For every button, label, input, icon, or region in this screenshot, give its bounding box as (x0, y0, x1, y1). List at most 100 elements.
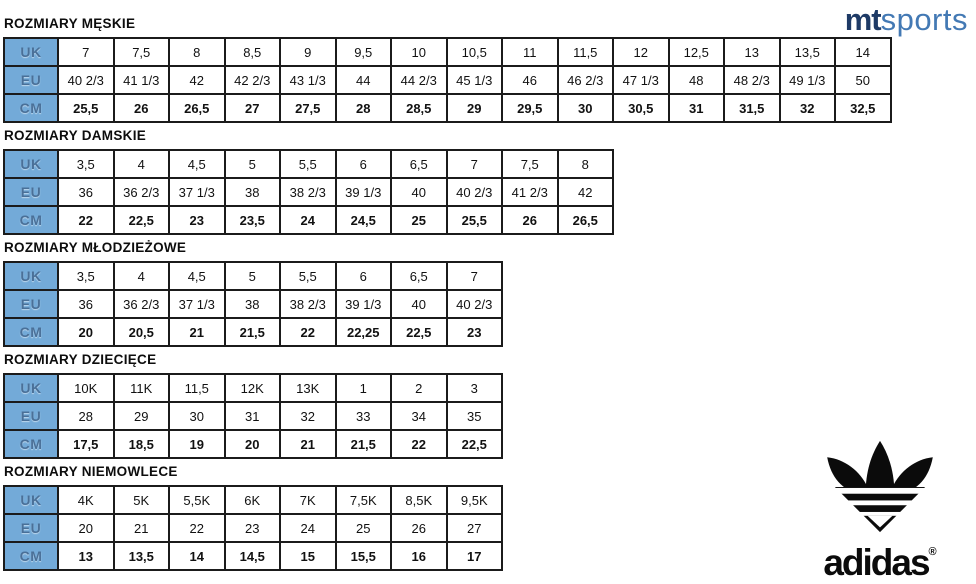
size-cell: 24 (279, 513, 337, 543)
section-title: ROZMIARY NIEMOWLECE (4, 464, 178, 479)
section-title: ROZMIARY MĘSKIE (4, 16, 136, 31)
size-cell: 36 (57, 289, 115, 319)
size-cell: 13,5 (778, 37, 836, 67)
size-row-cm: CM 22 22,5 23 23,5 24 24,5 25 25,5 26 26,5 (3, 205, 614, 235)
size-row-uk: UK 4K 5K 5,5K 6K 7K 7,5K 8,5K 9,5K (3, 485, 503, 515)
row-header-eu: EU (3, 401, 59, 431)
size-cell: 31 (223, 401, 281, 431)
mtsports-logo-bold-text: mt (844, 2, 882, 37)
size-cell: 41 2/3 (501, 177, 559, 207)
size-cell: 31 (667, 93, 725, 123)
size-cell: 42 (556, 177, 614, 207)
size-cell: 40 (390, 289, 448, 319)
size-cell: 25,5 (57, 93, 115, 123)
size-cell: 29 (445, 93, 503, 123)
size-cell: 23,5 (223, 205, 281, 235)
size-cell: 34 (390, 401, 448, 431)
size-cell: 3 (445, 373, 503, 403)
size-cell: 39 1/3 (334, 289, 392, 319)
size-cell: 28,5 (390, 93, 448, 123)
size-cell: 10 (390, 37, 448, 67)
size-cell: 48 2/3 (723, 65, 781, 95)
size-cell: 22,25 (334, 317, 392, 347)
size-row-cm: CM 20 20,5 21 21,5 22 22,25 22,5 23 (3, 317, 503, 347)
size-cell: 22 (279, 317, 337, 347)
size-cell: 1 (334, 373, 392, 403)
size-cell: 10K (57, 373, 115, 403)
size-cell: 25 (334, 513, 392, 543)
size-cell: 14 (168, 541, 226, 571)
row-header-cm: CM (3, 317, 59, 347)
size-cell: 13,5 (112, 541, 170, 571)
size-cell: 29 (112, 401, 170, 431)
size-cell: 2 (390, 373, 448, 403)
size-row-cm: CM 13 13,5 14 14,5 15 15,5 16 17 (3, 541, 503, 571)
size-row-eu: EU 36 36 2/3 37 1/3 38 38 2/3 39 1/3 40 40 2/3 (3, 289, 503, 319)
row-header-cm: CM (3, 429, 59, 459)
size-cell: 27 (223, 93, 281, 123)
size-cell: 9 (279, 37, 337, 67)
size-table-section: ROZMIARY DAMSKIE UK 3,5 4 4,5 5 5,5 6 6,5 7 7,5 8 EU… (3, 129, 976, 235)
size-cell: 17,5 (57, 429, 115, 459)
size-cell: 40 2/3 (57, 65, 115, 95)
size-cell: 22 (57, 205, 115, 235)
size-cell: 22 (390, 429, 448, 459)
size-row-eu: EU 28 29 30 31 32 33 34 35 (3, 401, 503, 431)
size-cell: 20,5 (112, 317, 170, 347)
size-cell: 38 (223, 177, 281, 207)
row-header-eu: EU (3, 177, 59, 207)
row-header-uk: UK (3, 149, 59, 179)
size-cell: 14 (834, 37, 892, 67)
size-cell: 7 (445, 261, 503, 291)
size-cell: 18,5 (112, 429, 170, 459)
size-cell: 38 (223, 289, 281, 319)
size-cell: 22,5 (390, 317, 448, 347)
size-cell: 32 (279, 401, 337, 431)
size-cell: 5 (223, 149, 281, 179)
size-cell: 21 (279, 429, 337, 459)
size-cell: 24 (279, 205, 337, 235)
size-cell: 3,5 (57, 261, 115, 291)
size-cell: 37 1/3 (168, 289, 226, 319)
size-cell: 40 (390, 177, 448, 207)
size-cell: 26,5 (168, 93, 226, 123)
size-row-cm: CM 17,5 18,5 19 20 21 21,5 22 22,5 (3, 429, 503, 459)
size-cell: 19 (168, 429, 226, 459)
size-cell: 8,5 (223, 37, 281, 67)
size-cell: 41 1/3 (112, 65, 170, 95)
row-header-cm: CM (3, 205, 59, 235)
size-cell: 20 (57, 317, 115, 347)
size-table: UK 10K 11K 11,5 12K 13K 1 2 3 EU 28 29 30 31 32 33 34 35 C… (3, 373, 503, 459)
size-cell: 27,5 (279, 93, 337, 123)
size-cell: 8,5K (390, 485, 448, 515)
size-cell: 22,5 (112, 205, 170, 235)
size-cell: 46 (501, 65, 559, 95)
size-row-cm: CM 25,5 26 26,5 27 27,5 28 28,5 29 29,5 30 30,5 31 31… (3, 93, 892, 123)
size-cell: 28 (334, 93, 392, 123)
size-table-section: ROZMIARY MĘSKIE UK 7 7,5 8 8,5 9 9,5 10 10,5 11 11,… (3, 17, 976, 123)
size-cell: 32 (778, 93, 836, 123)
size-cell: 7,5 (501, 149, 559, 179)
mtsports-logo: mtsports (845, 2, 968, 38)
size-cell: 25,5 (445, 205, 503, 235)
size-cell: 23 (223, 513, 281, 543)
size-table-section: ROZMIARY NIEMOWLECE UK 4K 5K 5,5K 6K 7K 7,5K 8,5… (3, 465, 976, 571)
mtsports-logo-light-text: sports (880, 2, 968, 37)
size-cell: 21 (168, 317, 226, 347)
size-cell: 45 1/3 (445, 65, 503, 95)
size-cell: 17 (445, 541, 503, 571)
size-cell: 5,5K (168, 485, 226, 515)
size-cell: 4,5 (168, 261, 226, 291)
size-cell: 27 (445, 513, 503, 543)
size-cell: 7 (445, 149, 503, 179)
size-cell: 11,5 (556, 37, 614, 67)
section-title: ROZMIARY DAMSKIE (4, 128, 147, 143)
size-cell: 12,5 (667, 37, 725, 67)
size-table: UK 3,5 4 4,5 5 5,5 6 6,5 7 EU 36 36 2/3 37 1/3 38 38 2… (3, 261, 503, 347)
row-header-eu: EU (3, 289, 59, 319)
row-header-uk: UK (3, 485, 59, 515)
size-cell: 22,5 (445, 429, 503, 459)
size-cell: 48 (667, 65, 725, 95)
size-cell: 22 (168, 513, 226, 543)
size-cell: 5 (223, 261, 281, 291)
